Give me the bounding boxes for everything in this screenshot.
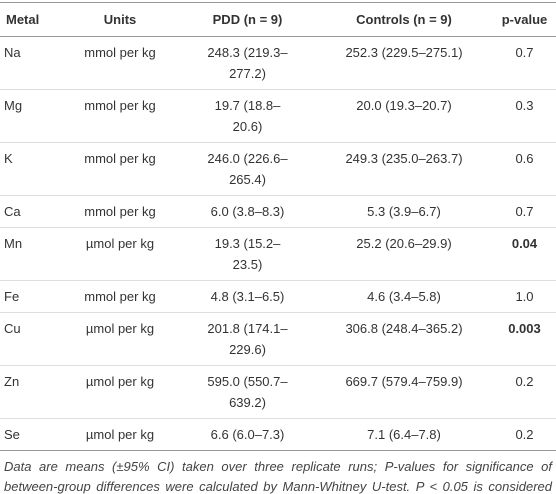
table-cell: 6.0 (3.8–8.3) — [180, 195, 315, 228]
table-cell: 0.7 — [493, 36, 556, 90]
table-cell: 201.8 (174.1–229.6) — [180, 312, 315, 366]
table-cell: 19.3 (15.2–23.5) — [180, 227, 315, 281]
table-cell: 0.6 — [493, 142, 556, 196]
table-row: Na mmol per kg 248.3 (219.3–277.2) 252.3 (2… — [0, 36, 556, 90]
table-cell: Mn — [0, 227, 60, 281]
table-cell: K — [0, 142, 60, 196]
table-cell: 7.1 (6.4–7.8) — [315, 418, 493, 451]
table-cell: Na — [0, 36, 60, 90]
table-row: Se µmol per kg 6.6 (6.0–7.3) 7.1 (6.4–7.8) 0… — [0, 418, 556, 451]
table-cell: 4.8 (3.1–6.5) — [180, 280, 315, 313]
table-cell: Fe — [0, 280, 60, 313]
table-cell: 5.3 (3.9–6.7) — [315, 195, 493, 228]
table-cell: Mg — [0, 89, 60, 143]
table-cell: 20.0 (19.3–20.7) — [315, 89, 493, 143]
table-cell: 19.7 (18.8–20.6) — [180, 89, 315, 143]
table-cell: 0.04 — [493, 227, 556, 281]
footnote: Data are means (±95% CI) taken over thre… — [4, 459, 552, 494]
table-cell: mmol per kg — [60, 142, 180, 196]
table-cell: 246.0 (226.6–265.4) — [180, 142, 315, 196]
table-cell: 0.7 — [493, 195, 556, 228]
header-cell: Metal — [0, 2, 60, 37]
data-table: Metal Units PDD (n = 9) Controls (n = 9) p-v… — [0, 2, 556, 451]
table-cell: µmol per kg — [60, 227, 180, 281]
table-cell: Ca — [0, 195, 60, 228]
table-cell: 4.6 (3.4–5.8) — [315, 280, 493, 313]
table-cell: mmol per kg — [60, 195, 180, 228]
table-cell: µmol per kg — [60, 365, 180, 419]
table-row: Ca mmol per kg 6.0 (3.8–8.3) 5.3 (3.9–6.7) 0… — [0, 195, 556, 228]
table-cell: 0.2 — [493, 365, 556, 419]
table-cell: µmol per kg — [60, 418, 180, 451]
table-cell: 0.3 — [493, 89, 556, 143]
table-cell: mmol per kg — [60, 36, 180, 90]
table-cell: 249.3 (235.0–263.7) — [315, 142, 493, 196]
table-cell: mmol per kg — [60, 89, 180, 143]
table-cell: µmol per kg — [60, 312, 180, 366]
header-cell: Units — [60, 2, 180, 37]
table-cell: mmol per kg — [60, 280, 180, 313]
table-cell: 25.2 (20.6–29.9) — [315, 227, 493, 281]
header-cell: PDD (n = 9) — [180, 2, 315, 37]
table-cell: 669.7 (579.4–759.9) — [315, 365, 493, 419]
header-cell: p-value — [493, 2, 556, 37]
table-cell: 252.3 (229.5–275.1) — [315, 36, 493, 90]
table-body: Na mmol per kg 248.3 (219.3–277.2) 252.3 (2… — [0, 36, 556, 451]
table-cell: 6.6 (6.0–7.3) — [180, 418, 315, 451]
table-row: Fe mmol per kg 4.8 (3.1–6.5) 4.6 (3.4–5.8) 1… — [0, 280, 556, 313]
table-cell: 595.0 (550.7–639.2) — [180, 365, 315, 419]
table-cell: 1.0 — [493, 280, 556, 313]
table-cell: 0.003 — [493, 312, 556, 366]
table-cell: 0.2 — [493, 418, 556, 451]
table-cell: Cu — [0, 312, 60, 366]
table-cell: Se — [0, 418, 60, 451]
table-cell: Zn — [0, 365, 60, 419]
table-row: Cu µmol per kg 201.8 (174.1–229.6) 306.8 (2… — [0, 312, 556, 366]
table-row: Zn µmol per kg 595.0 (550.7–639.2) 669.7 (5… — [0, 365, 556, 419]
table-row: Mg mmol per kg 19.7 (18.8–20.6) 20.0 (19.3–… — [0, 89, 556, 143]
table-cell: 248.3 (219.3–277.2) — [180, 36, 315, 90]
table-row: Mn µmol per kg 19.3 (15.2–23.5) 25.2 (20.6–… — [0, 227, 556, 281]
header-row: Metal Units PDD (n = 9) Controls (n = 9) p-v… — [0, 2, 556, 37]
table-cell: 306.8 (248.4–365.2) — [315, 312, 493, 366]
header-cell: Controls (n = 9) — [315, 2, 493, 37]
